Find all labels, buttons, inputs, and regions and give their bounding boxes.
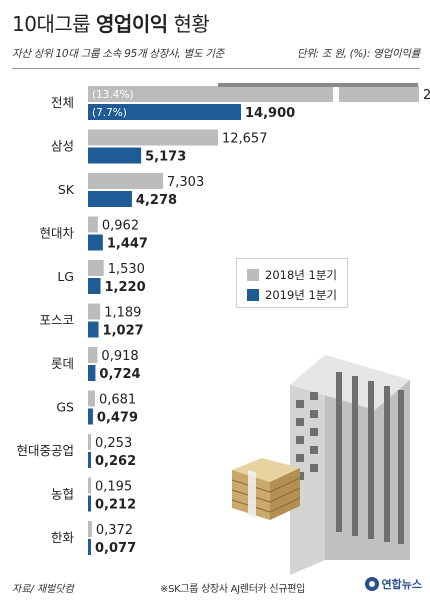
category-label: 현대차 bbox=[39, 226, 74, 241]
bar-2019 bbox=[88, 539, 91, 555]
value-label: 5,173 bbox=[145, 150, 186, 165]
value-label: 1,189 bbox=[104, 306, 141, 321]
legend-label-2019: 2019년 1분기 bbox=[265, 288, 337, 302]
bar-2019 bbox=[88, 452, 91, 468]
bar-2018 bbox=[88, 521, 92, 537]
value-label: 0,262 bbox=[95, 454, 136, 469]
bar-2019 bbox=[88, 278, 101, 294]
yonhap-logo-icon bbox=[364, 577, 379, 591]
bar-2018 bbox=[88, 129, 218, 146]
title-bold: 영업이익 bbox=[96, 12, 168, 36]
category-label: 롯데 bbox=[51, 356, 74, 371]
value-label: 0,724 bbox=[99, 367, 140, 382]
category-label: 농협 bbox=[51, 487, 74, 502]
value-label: 1,027 bbox=[103, 324, 144, 339]
value-label: 12,657 bbox=[222, 132, 268, 147]
value-label: 0,918 bbox=[101, 349, 138, 364]
bar-2018 bbox=[88, 173, 164, 189]
category-label: 현대중공업 bbox=[16, 443, 74, 458]
category-label: 포스코 bbox=[39, 313, 74, 328]
value-label: 0,962 bbox=[102, 219, 139, 234]
value-label: 4,278 bbox=[136, 193, 177, 208]
bar-2018 bbox=[88, 216, 98, 233]
category-label: SK bbox=[58, 182, 75, 197]
margin-annotation: (7.7%) bbox=[92, 107, 127, 119]
unit-label: 단위: 조 원, (%): 영업이익률 bbox=[296, 48, 420, 60]
title-plain: 10대그룹 bbox=[12, 12, 97, 36]
legend-swatch-2019 bbox=[247, 289, 259, 301]
header-divider bbox=[12, 68, 420, 69]
building-windows bbox=[296, 372, 404, 544]
bar-2019 bbox=[88, 191, 132, 207]
money-stack-icon bbox=[231, 458, 301, 520]
bar-2018 bbox=[88, 477, 91, 494]
legend-item-2019: 2019년 1분기 bbox=[247, 287, 337, 303]
footnote: ※SK그룹 상장사 AJ렌터카 신규편입 bbox=[160, 584, 306, 595]
value-label: 0,479 bbox=[97, 411, 138, 426]
value-label: 26,059 bbox=[423, 88, 430, 103]
margin-annotation: (13.4%) bbox=[92, 89, 134, 101]
source-label: 자료/ 재벌닷컴 bbox=[12, 584, 74, 595]
bar-2018 bbox=[88, 390, 95, 407]
value-label: 0,195 bbox=[95, 480, 132, 495]
category-label: GS bbox=[56, 400, 74, 415]
bar-2019 bbox=[88, 147, 142, 164]
bar-2018 bbox=[88, 434, 91, 450]
value-label: 1,447 bbox=[107, 237, 148, 252]
yonhap-logo: 연합뉴스 bbox=[364, 576, 422, 592]
value-label: 0,212 bbox=[95, 498, 136, 513]
legend-swatch-2018 bbox=[247, 269, 259, 281]
value-label: 0,372 bbox=[96, 523, 133, 538]
page-title: 10대그룹 영업이익 현황 bbox=[12, 8, 210, 37]
category-label: 한화 bbox=[51, 530, 75, 545]
bar-2018 bbox=[88, 303, 101, 320]
title-rest: 현황 bbox=[167, 12, 210, 36]
axis-break-gap bbox=[333, 86, 339, 102]
bar-2019 bbox=[88, 365, 96, 381]
bar-2019 bbox=[88, 495, 91, 512]
bar-2019 bbox=[88, 104, 242, 120]
bar-2018 bbox=[88, 86, 333, 102]
subtitle: 자산 상위 10대 그룹 소속 95개 상장사, 별도 기준 bbox=[12, 48, 224, 60]
legend-item-2018: 2018년 1분기 bbox=[247, 267, 337, 283]
value-label: 14,900 bbox=[245, 106, 295, 121]
category-label: 삼성 bbox=[51, 139, 74, 154]
value-label: 0,681 bbox=[99, 393, 136, 408]
bar-2018 bbox=[88, 347, 98, 363]
bar-2019 bbox=[88, 234, 103, 251]
value-label: 7,303 bbox=[167, 175, 204, 190]
value-label: 0,253 bbox=[95, 436, 132, 451]
value-label: 1,530 bbox=[108, 262, 145, 277]
legend-label-2018: 2018년 1분기 bbox=[265, 268, 337, 282]
category-label: 전체 bbox=[51, 95, 74, 110]
category-label: LG bbox=[57, 269, 74, 284]
value-label: 1,220 bbox=[105, 280, 146, 295]
bar-2019 bbox=[88, 408, 93, 425]
bar-2018 bbox=[88, 260, 104, 276]
legend: 2018년 1분기 2019년 1분기 bbox=[236, 258, 348, 308]
bar-2018-extension bbox=[339, 86, 419, 102]
logo-text: 연합뉴스 bbox=[381, 578, 422, 591]
bar-3d-edge bbox=[218, 83, 418, 87]
bar-2019 bbox=[88, 321, 99, 338]
value-label: 0,077 bbox=[95, 541, 136, 556]
building-roof bbox=[290, 355, 410, 410]
